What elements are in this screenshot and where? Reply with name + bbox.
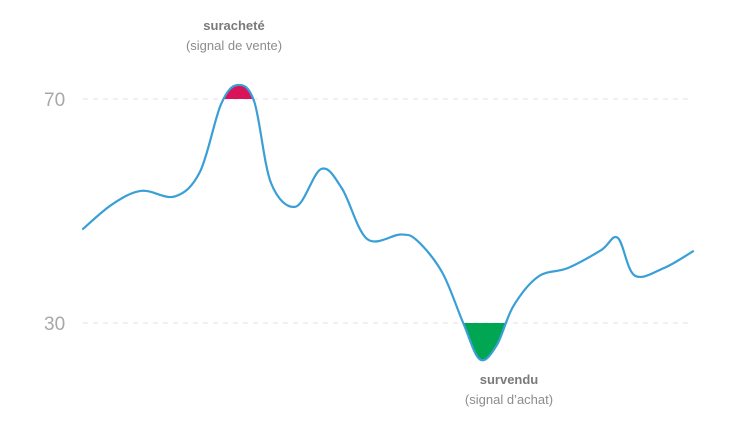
- series-layer: [81, 83, 695, 362]
- overbought-annotation-subtitle: (signal de vente): [186, 38, 282, 53]
- overbought-annotation-title: suracheté: [203, 18, 264, 33]
- oversold-zone-fill: [0, 323, 750, 361]
- grid-lines: [83, 98, 693, 324]
- y-tick-label-30: 30: [44, 314, 65, 335]
- overbought-zone-fill: [0, 84, 750, 99]
- y-tick-label-70: 70: [44, 90, 65, 111]
- oversold-annotation-title: survendu: [480, 372, 539, 387]
- y-axis-ticks: 70 30: [44, 90, 65, 335]
- rsi-series-line: [81, 83, 695, 362]
- oversold-annotation-subtitle: (signal d’achat): [465, 392, 553, 407]
- threshold-fills: [0, 84, 750, 361]
